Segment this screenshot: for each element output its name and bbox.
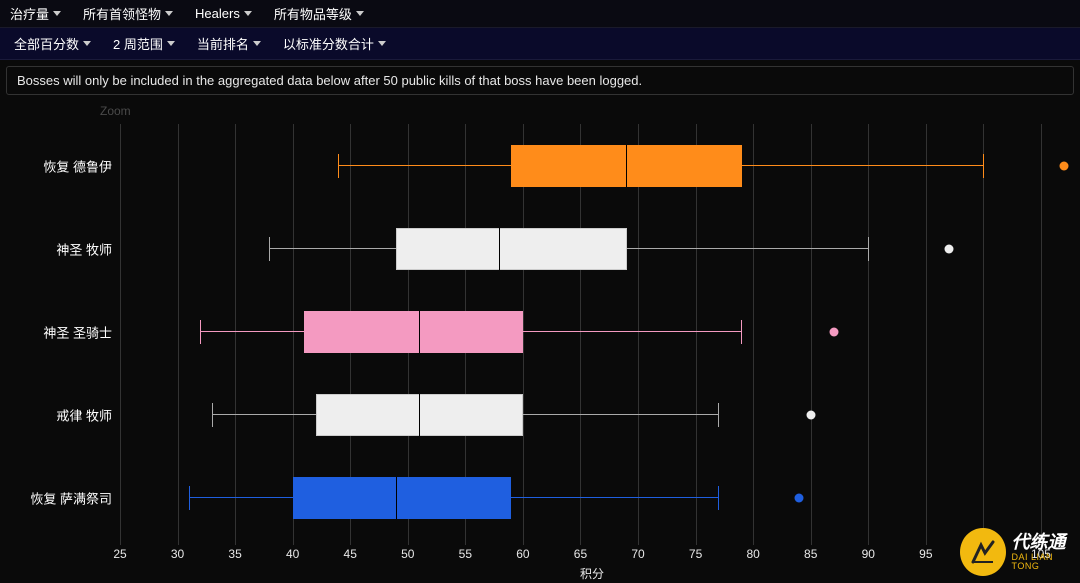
outlier-point <box>795 493 804 502</box>
whisker-cap <box>718 486 719 510</box>
dropdown-ranking[interactable]: 当前排名 <box>197 34 261 53</box>
gridline <box>983 124 984 545</box>
gridline <box>178 124 179 545</box>
gridline <box>1041 124 1042 545</box>
dropdown-range[interactable]: 2 周范围 <box>113 34 175 53</box>
x-tick-label: 70 <box>631 547 644 561</box>
gridline <box>926 124 927 545</box>
outlier-point <box>829 327 838 336</box>
dropdown-label: 以标准分数合计 <box>283 34 374 53</box>
x-tick-label: 60 <box>516 547 529 561</box>
category-label: 戒律 牧师 <box>2 405 112 424</box>
x-tick-label: 75 <box>689 547 702 561</box>
x-tick-label: 35 <box>228 547 241 561</box>
caret-icon <box>253 41 261 46</box>
dropdown-label: 所有首领怪物 <box>83 4 161 23</box>
median-line <box>396 477 397 519</box>
x-tick-label: 40 <box>286 547 299 561</box>
x-tick-label: 90 <box>862 547 875 561</box>
whisker-cap <box>718 403 719 427</box>
x-tick-label: 85 <box>804 547 817 561</box>
boxplot-canvas: 253035404550556065707580859095100105积分恢复… <box>120 124 1064 539</box>
caret-icon <box>167 41 175 46</box>
dropdown-label: 2 周范围 <box>113 34 163 53</box>
dropdown-label: 治疗量 <box>10 4 49 23</box>
x-axis-title: 积分 <box>580 565 604 582</box>
x-tick-label: 80 <box>746 547 759 561</box>
gridline <box>523 124 524 545</box>
caret-icon <box>83 41 91 46</box>
outlier-point <box>1060 161 1069 170</box>
dropdown-label: 所有物品等级 <box>274 4 352 23</box>
dropdown-percentile[interactable]: 全部百分数 <box>14 34 91 53</box>
brand-badge: 代练通 DAI LIAN TONG <box>960 521 1080 583</box>
gridline <box>696 124 697 545</box>
whisker-cap <box>741 320 742 344</box>
median-line <box>499 228 500 270</box>
dropdown-score[interactable]: 以标准分数合计 <box>283 34 386 53</box>
x-tick-label: 25 <box>113 547 126 561</box>
gridline <box>580 124 581 545</box>
dropdown-label: 全部百分数 <box>14 34 79 53</box>
zoom-label: Zoom <box>100 104 131 118</box>
category-label: 神圣 圣骑士 <box>2 322 112 341</box>
outlier-point <box>944 244 953 253</box>
median-line <box>419 311 420 353</box>
gridline <box>868 124 869 545</box>
median-line <box>626 145 627 187</box>
whisker-cap <box>338 154 339 178</box>
x-tick-label: 95 <box>919 547 932 561</box>
chart-area: Zoom 25303540455055606570758085909510010… <box>0 96 1080 583</box>
whisker-cap <box>868 237 869 261</box>
whisker-cap <box>983 154 984 178</box>
caret-icon <box>165 11 173 16</box>
median-line <box>419 394 420 436</box>
secondary-filter-bar: 全部百分数 2 周范围 当前排名 以标准分数合计 <box>0 28 1080 60</box>
x-tick-label: 30 <box>171 547 184 561</box>
caret-icon <box>244 11 252 16</box>
x-tick-label: 50 <box>401 547 414 561</box>
box <box>396 228 626 270</box>
gridline <box>235 124 236 545</box>
brand-name-cn: 代练通 <box>1012 533 1080 551</box>
top-filter-bar: 治疗量 所有首领怪物 Healers 所有物品等级 <box>0 0 1080 28</box>
category-label: 恢复 德鲁伊 <box>2 156 112 175</box>
whisker-cap <box>212 403 213 427</box>
whisker-cap <box>189 486 190 510</box>
box <box>293 477 512 519</box>
outlier-point <box>806 410 815 419</box>
gridline <box>811 124 812 545</box>
box <box>304 311 523 353</box>
category-label: 神圣 牧师 <box>2 239 112 258</box>
brand-logo-icon <box>960 528 1006 576</box>
caret-icon <box>378 41 386 46</box>
dropdown-bosses[interactable]: 所有首领怪物 <box>83 4 173 23</box>
dropdown-role[interactable]: Healers <box>195 6 252 21</box>
notice-container: Bosses will only be included in the aggr… <box>0 60 1080 99</box>
x-tick-label: 65 <box>574 547 587 561</box>
dropdown-label: 当前排名 <box>197 34 249 53</box>
gridline <box>120 124 121 545</box>
brand-name-en: DAI LIAN TONG <box>1012 553 1080 571</box>
dropdown-label: Healers <box>195 6 240 21</box>
whisker-cap <box>269 237 270 261</box>
x-tick-label: 55 <box>459 547 472 561</box>
caret-icon <box>53 11 61 16</box>
dropdown-metric[interactable]: 治疗量 <box>10 4 61 23</box>
info-notice: Bosses will only be included in the aggr… <box>6 66 1074 95</box>
gridline <box>753 124 754 545</box>
whisker-cap <box>200 320 201 344</box>
caret-icon <box>356 11 364 16</box>
brand-text: 代练通 DAI LIAN TONG <box>1012 533 1080 571</box>
gridline <box>638 124 639 545</box>
x-tick-label: 45 <box>344 547 357 561</box>
category-label: 恢复 萨满祭司 <box>2 488 112 507</box>
dropdown-ilvl[interactable]: 所有物品等级 <box>274 4 364 23</box>
